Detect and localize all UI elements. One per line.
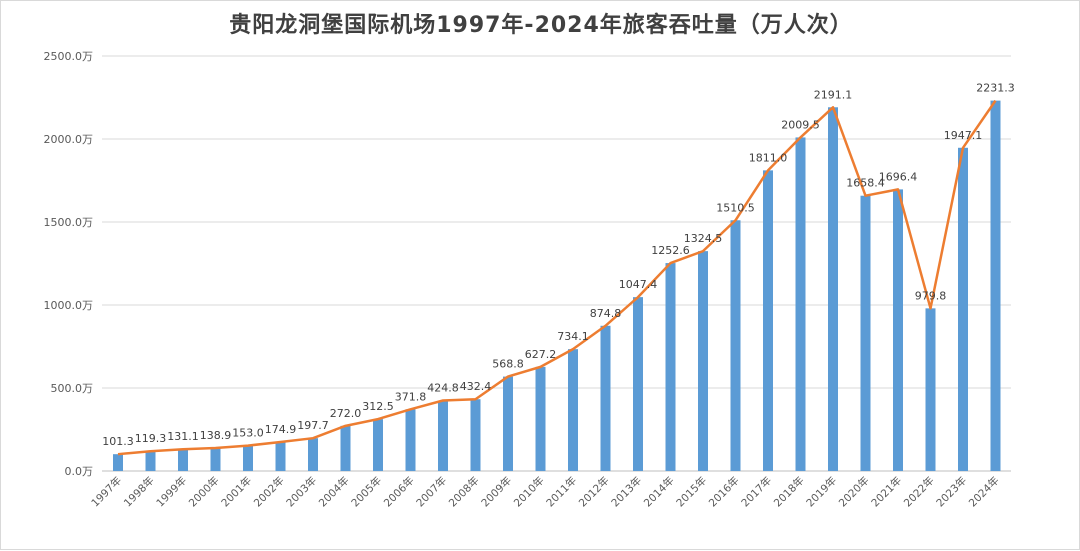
data-label: 101.3 [102, 435, 134, 448]
bar [925, 308, 936, 471]
x-tick-label: 2002年 [251, 474, 287, 510]
chart-title: 贵阳龙洞堡国际机场1997年-2024年旅客吞吐量（万人次） [229, 13, 853, 38]
data-label: 2231.3 [976, 82, 1015, 95]
bar [763, 170, 773, 471]
data-label: 272.0 [330, 407, 362, 420]
data-label: 119.3 [135, 432, 167, 445]
x-tick-label: 1997年 [89, 474, 125, 510]
data-label: 2191.1 [814, 88, 853, 101]
data-label: 432.4 [460, 380, 492, 393]
data-label: 131.1 [167, 430, 199, 443]
data-label: 1947.1 [944, 129, 983, 142]
line-series [117, 99, 997, 456]
bar [958, 147, 968, 471]
bar [210, 447, 221, 471]
x-tick-label: 2003年 [284, 474, 320, 510]
x-tick-label: 2005年 [349, 474, 385, 510]
x-tick-label: 2009年 [479, 474, 515, 510]
x-tick-label: 2013年 [609, 474, 645, 510]
x-tick-label: 2000年 [186, 474, 222, 510]
x-tick-label: 2021年 [869, 474, 905, 510]
data-label: 979.8 [915, 289, 947, 302]
data-label: 1510.5 [716, 201, 755, 214]
x-tick-label: 2015年 [674, 474, 710, 510]
data-label: 1047.4 [619, 278, 658, 291]
data-label: 312.5 [362, 400, 394, 413]
bar [535, 366, 546, 471]
x-tick-label: 1998年 [121, 474, 157, 510]
x-tick-label: 2004年 [316, 474, 352, 510]
x-tick-label: 2019年 [804, 474, 840, 510]
data-label: 2009.5 [781, 118, 820, 131]
bar [275, 441, 286, 471]
data-label: 197.7 [297, 419, 329, 432]
y-tick-label: 0.0万 [65, 465, 94, 478]
x-tick-label: 2007年 [414, 474, 450, 510]
x-tick-label: 2018年 [771, 474, 807, 510]
bar [665, 263, 676, 471]
data-label: 1324.5 [684, 232, 723, 245]
bar [243, 445, 253, 471]
data-label: 371.8 [395, 390, 427, 403]
x-tick-label: 1999年 [154, 474, 190, 510]
bar [373, 419, 383, 471]
data-label: 627.2 [525, 348, 557, 361]
bar [795, 137, 806, 471]
data-label: 1811.0 [749, 151, 788, 164]
bar [113, 454, 123, 471]
x-tick-label: 2012年 [576, 474, 612, 510]
x-tick-label: 2006年 [381, 474, 417, 510]
bar [698, 251, 708, 471]
bar [828, 107, 838, 471]
x-tick-label: 2022年 [901, 474, 937, 510]
bar [178, 449, 188, 471]
data-label: 424.8 [427, 381, 459, 394]
x-tick-label: 2016年 [706, 474, 742, 510]
bar [860, 195, 871, 471]
data-label: 734.1 [557, 330, 589, 343]
bar [145, 451, 156, 471]
bar [340, 425, 351, 471]
data-label: 1658.4 [846, 177, 885, 190]
bar [990, 100, 1001, 472]
bar [308, 438, 318, 471]
x-tick-label: 2001年 [219, 474, 255, 510]
bar [600, 325, 611, 471]
x-tick-label: 2010年 [511, 474, 547, 510]
x-tick-label: 2024年 [966, 474, 1002, 510]
x-tick-label: 2014年 [641, 474, 677, 510]
data-label: 174.9 [265, 423, 297, 436]
data-label: 153.0 [232, 427, 264, 440]
data-label: 1252.6 [651, 244, 690, 257]
bar [405, 409, 416, 471]
x-tick-label: 2020年 [836, 474, 872, 510]
bar [470, 399, 481, 471]
bar [568, 349, 578, 471]
y-tick-label: 1000.0万 [44, 299, 94, 312]
bar [730, 220, 741, 471]
x-tick-label: 2008年 [446, 474, 482, 510]
x-tick-label: 2011年 [544, 474, 580, 510]
data-label: 568.8 [492, 358, 524, 371]
y-tick-label: 2000.0万 [44, 133, 94, 146]
data-label: 874.8 [590, 307, 622, 320]
x-tick-label: 2017年 [739, 474, 775, 510]
data-label: 1696.4 [879, 170, 918, 183]
y-tick-label: 500.0万 [51, 382, 94, 395]
data-label: 138.9 [200, 429, 232, 442]
y-tick-label: 1500.0万 [44, 216, 94, 229]
bar [893, 189, 903, 472]
y-tick-label: 2500.0万 [44, 50, 94, 63]
x-tick-label: 2023年 [934, 474, 970, 510]
bar [503, 376, 513, 471]
bar [438, 400, 448, 471]
bar [633, 297, 643, 471]
